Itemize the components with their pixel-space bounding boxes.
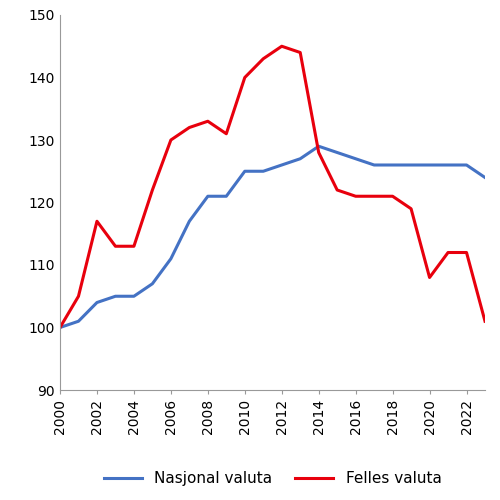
Felles valuta <box>482 318 488 324</box>
Felles valuta <box>131 243 137 249</box>
Nasjonal valuta <box>260 168 266 174</box>
Nasjonal valuta <box>168 256 174 262</box>
Felles valuta <box>334 187 340 193</box>
Nasjonal valuta <box>297 156 303 162</box>
Nasjonal valuta <box>224 193 230 199</box>
Nasjonal valuta <box>131 293 137 299</box>
Felles valuta <box>57 324 63 330</box>
Nasjonal valuta <box>94 300 100 306</box>
Felles valuta <box>426 274 432 280</box>
Nasjonal valuta <box>112 293 118 299</box>
Nasjonal valuta <box>482 174 488 180</box>
Nasjonal valuta <box>205 193 211 199</box>
Nasjonal valuta <box>390 162 396 168</box>
Felles valuta <box>445 250 451 256</box>
Nasjonal valuta <box>426 162 432 168</box>
Felles valuta <box>297 50 303 56</box>
Felles valuta <box>464 250 469 256</box>
Line: Felles valuta: Felles valuta <box>60 46 485 328</box>
Nasjonal valuta <box>150 281 156 287</box>
Nasjonal valuta <box>76 318 82 324</box>
Line: Nasjonal valuta: Nasjonal valuta <box>60 146 485 328</box>
Felles valuta <box>168 137 174 143</box>
Nasjonal valuta <box>371 162 377 168</box>
Nasjonal valuta <box>242 168 248 174</box>
Felles valuta <box>352 193 358 199</box>
Nasjonal valuta <box>445 162 451 168</box>
Felles valuta <box>112 243 118 249</box>
Nasjonal valuta <box>316 143 322 149</box>
Nasjonal valuta <box>464 162 469 168</box>
Nasjonal valuta <box>334 150 340 156</box>
Felles valuta <box>205 118 211 124</box>
Felles valuta <box>316 150 322 156</box>
Felles valuta <box>278 44 284 50</box>
Legend: Nasjonal valuta, Felles valuta: Nasjonal valuta, Felles valuta <box>98 465 448 492</box>
Nasjonal valuta <box>352 156 358 162</box>
Nasjonal valuta <box>408 162 414 168</box>
Felles valuta <box>371 193 377 199</box>
Felles valuta <box>94 218 100 224</box>
Felles valuta <box>260 56 266 62</box>
Felles valuta <box>150 187 156 193</box>
Felles valuta <box>390 193 396 199</box>
Nasjonal valuta <box>278 162 284 168</box>
Felles valuta <box>186 124 192 130</box>
Felles valuta <box>408 206 414 212</box>
Felles valuta <box>224 130 230 136</box>
Nasjonal valuta <box>57 324 63 330</box>
Felles valuta <box>76 293 82 299</box>
Felles valuta <box>242 74 248 80</box>
Nasjonal valuta <box>186 218 192 224</box>
